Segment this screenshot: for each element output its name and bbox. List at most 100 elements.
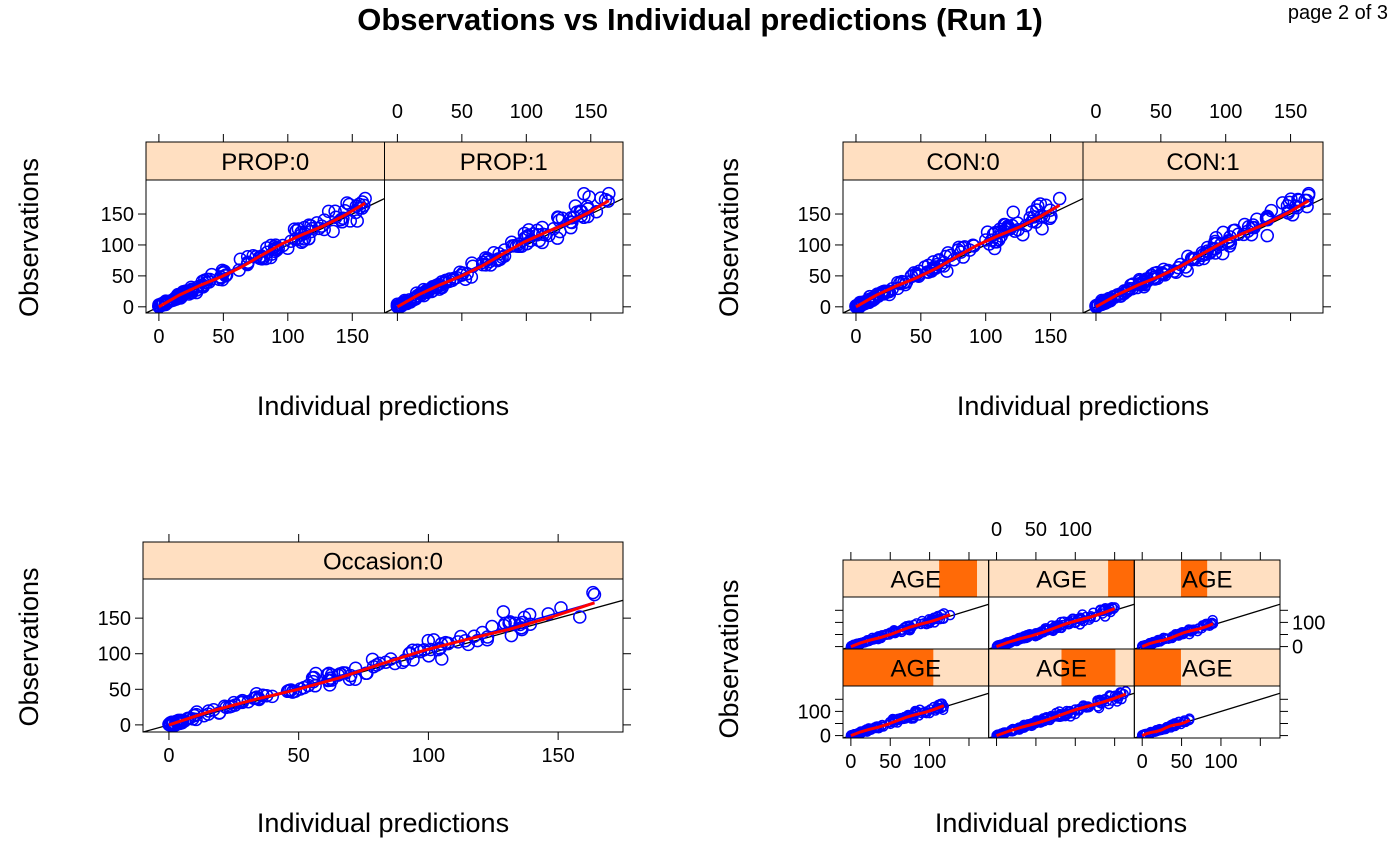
data-point xyxy=(1016,227,1030,242)
strip-label: AGE xyxy=(1182,656,1233,683)
plot-area xyxy=(988,686,1135,738)
strip-label: AGE xyxy=(1182,567,1233,594)
smooth-line xyxy=(850,704,945,737)
y-tick-label: 50 xyxy=(809,266,831,288)
panel: AGE xyxy=(988,648,1135,746)
y-tick-label: 50 xyxy=(112,266,134,288)
y-tick-label: 0 xyxy=(1292,637,1303,659)
plot-area xyxy=(988,601,1135,649)
strip-label: AGE xyxy=(890,656,941,683)
panel: CON:1 0 50 100 150 xyxy=(1082,101,1331,321)
x-tick-label: 150 xyxy=(336,326,369,348)
plot-area xyxy=(1083,186,1323,313)
chart-con: Individual predictions Observations CON:0 0… xyxy=(714,101,1331,421)
data-point xyxy=(475,257,490,272)
x-tick-label: 0 xyxy=(392,101,403,123)
data-point xyxy=(1221,233,1236,248)
data-point xyxy=(587,587,602,602)
x-tick-label: 50 xyxy=(879,751,901,773)
data-point xyxy=(935,698,946,710)
data-point xyxy=(1035,222,1049,236)
x-tick-label: 50 xyxy=(451,101,473,123)
data-point xyxy=(162,717,176,732)
data-point xyxy=(419,284,433,298)
data-point xyxy=(1180,264,1194,278)
y-tick-label: 100 xyxy=(798,235,831,257)
x-tick-label: 150 xyxy=(1034,326,1067,348)
plot-area xyxy=(146,191,385,313)
data-point xyxy=(601,194,615,208)
strip-level-indicator xyxy=(1061,649,1116,686)
strip-level-indicator xyxy=(843,649,934,686)
y-axis-label: Observations xyxy=(714,158,744,317)
x-tick-label: 50 xyxy=(1025,519,1047,541)
panel: AGE 0 50 100 xyxy=(988,519,1135,650)
y-tick-label: 0 xyxy=(120,715,131,737)
smooth-line xyxy=(855,203,1061,309)
data-point xyxy=(326,224,340,239)
data-point xyxy=(517,226,532,241)
x-tick-label: 100 xyxy=(913,751,946,773)
data-point xyxy=(1184,713,1195,724)
data-point xyxy=(586,585,600,600)
data-point xyxy=(397,295,411,310)
panel: PROP:1 0 50 100 150 xyxy=(384,101,631,321)
strip-label: AGE xyxy=(1036,567,1087,594)
strip-background xyxy=(384,141,624,181)
data-point xyxy=(1120,686,1131,697)
strip-label: PROP:0 xyxy=(221,149,309,176)
chart-prop: Individual predictions Observations PROP:0… xyxy=(14,101,631,421)
data-point xyxy=(195,278,210,292)
y-tick-label: 100 xyxy=(798,701,831,723)
data-point xyxy=(573,610,587,624)
data-point xyxy=(1156,724,1167,735)
strip-background xyxy=(145,141,385,181)
x-tick-label: 150 xyxy=(1274,101,1307,123)
y-tick-label: 150 xyxy=(101,204,134,226)
smooth-line xyxy=(1141,718,1191,737)
plot-area xyxy=(1134,692,1281,738)
chart-age: Individual predictions Observations AGE 0 10… xyxy=(714,519,1325,838)
data-point xyxy=(202,275,216,289)
data-point xyxy=(1214,237,1229,251)
data-point xyxy=(182,711,197,725)
strip-background xyxy=(142,541,624,580)
panel: AGE 0 100 0 50 100 xyxy=(798,648,990,773)
smooth-line xyxy=(1095,199,1310,309)
panel: Occasion:0 0 50 100 150 0 50 100 150 xyxy=(98,534,631,767)
panel-border xyxy=(1133,685,1281,739)
data-point xyxy=(1241,224,1255,238)
data-point xyxy=(551,211,566,225)
x-tick-label: 50 xyxy=(212,326,234,348)
data-point xyxy=(1052,191,1067,206)
smooth-line xyxy=(168,601,595,727)
data-point xyxy=(602,186,616,201)
strip-background xyxy=(842,141,1084,181)
data-point xyxy=(849,299,864,313)
data-point xyxy=(449,270,464,285)
strip-background xyxy=(1082,141,1324,181)
data-point xyxy=(184,282,199,297)
data-point xyxy=(1260,228,1275,243)
strip-label: AGE xyxy=(1036,656,1087,683)
data-point xyxy=(1098,296,1113,310)
x-tick-label: 50 xyxy=(1150,101,1172,123)
x-tick-label: 0 xyxy=(845,751,856,773)
data-point xyxy=(169,290,184,305)
strip-label: Occasion:0 xyxy=(323,549,443,576)
y-tick-label: 0 xyxy=(123,297,134,319)
data-point xyxy=(941,246,955,260)
plot-area xyxy=(143,585,623,732)
x-axis-label: Individual predictions xyxy=(935,808,1187,838)
y-axis-label: Observations xyxy=(14,158,44,317)
x-tick-label: 100 xyxy=(510,101,543,123)
data-point xyxy=(1215,246,1230,261)
data-point xyxy=(314,219,329,233)
y-tick-label: 0 xyxy=(820,297,831,319)
data-point xyxy=(154,297,169,311)
x-tick-label: 50 xyxy=(1170,751,1192,773)
x-axis-label: Individual predictions xyxy=(957,391,1209,421)
data-point xyxy=(267,242,282,257)
x-axis-label: Individual predictions xyxy=(257,391,509,421)
